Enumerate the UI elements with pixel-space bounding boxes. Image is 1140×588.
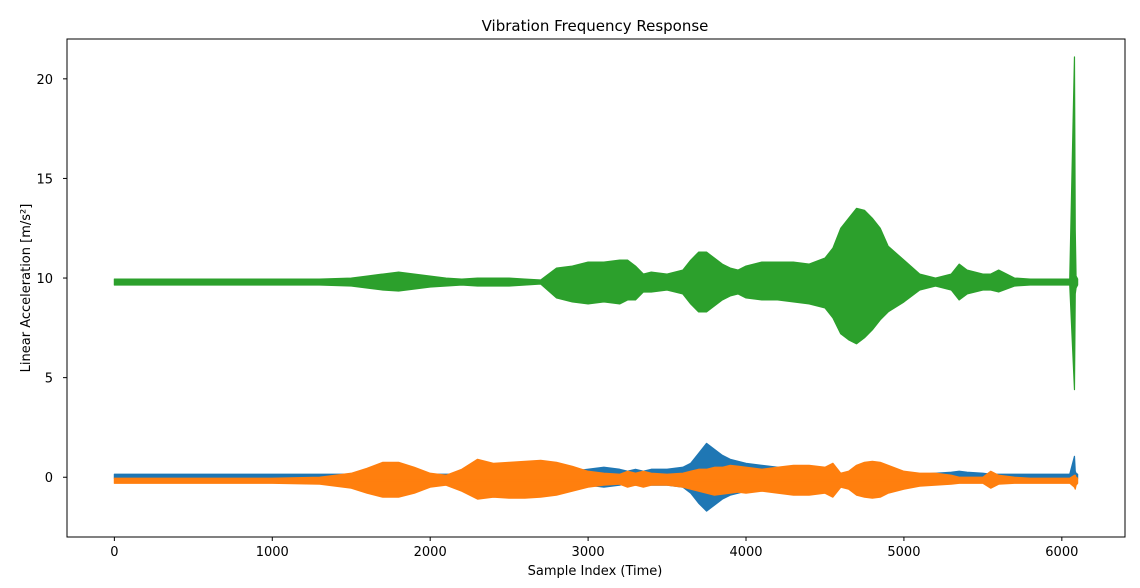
y-tick-label: 0 [45,471,53,486]
x-tick-label: 0 [110,545,118,560]
y-axis: 0 5 10 15 20 [36,73,67,486]
plot-frame [66,38,1126,538]
chart-title: Vibration Frequency Response [482,17,709,35]
y-tick-label: 15 [36,172,53,187]
y-tick-label: 20 [36,73,53,88]
x-tick-label: 3000 [572,545,605,560]
plot-series [113,56,1079,512]
y-tick-label: 5 [45,372,53,387]
series-1-envelope [113,56,1079,391]
x-tick-label: 4000 [729,545,762,560]
x-tick-label: 5000 [887,545,920,560]
x-tick-label: 1000 [256,545,289,560]
x-tick-label: 6000 [1045,545,1078,560]
y-axis-label: Linear Acceleration [m/s²] [19,204,34,373]
y-tick-label: 10 [36,272,53,287]
x-axis-label: Sample Index (Time) [528,564,663,579]
x-axis: 0 1000 2000 3000 4000 5000 6000 [110,537,1078,560]
x-tick-label: 2000 [414,545,447,560]
